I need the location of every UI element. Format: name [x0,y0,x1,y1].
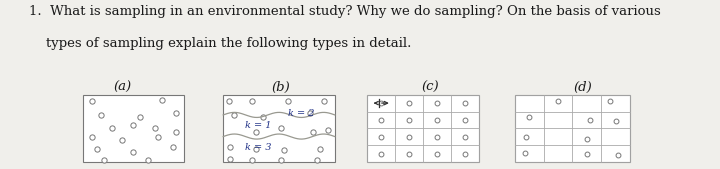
Text: k = 2: k = 2 [288,109,315,118]
Text: (c): (c) [422,81,439,93]
Bar [515,95,630,162]
Text: (a): (a) [113,81,132,93]
Text: 1.  What is sampling in an environmental study? Why we do sampling? On the basis: 1. What is sampling in an environmental … [29,5,660,18]
Text: (d): (d) [574,81,593,93]
Text: types of sampling explain the following types in detail.: types of sampling explain the following … [29,37,411,50]
Text: k = 3: k = 3 [245,143,271,152]
Bar [223,95,335,162]
Text: (b): (b) [271,81,290,93]
Bar [83,95,184,162]
Bar [367,95,479,162]
Text: k = 1: k = 1 [245,121,271,130]
